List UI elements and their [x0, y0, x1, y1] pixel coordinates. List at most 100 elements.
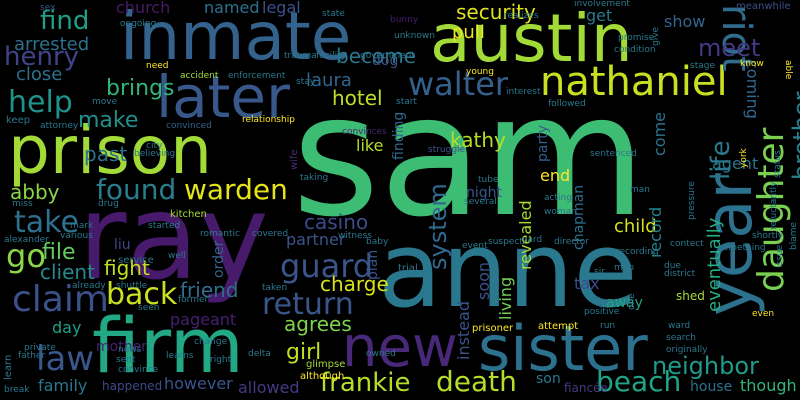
word-stay: trauma — [284, 51, 317, 61]
word-man: eric — [466, 249, 483, 259]
word-interest: convinces — [342, 127, 387, 137]
word-eric: contect — [670, 239, 704, 249]
word-agent: agent — [712, 154, 759, 173]
word-due: sir — [594, 267, 605, 277]
word-contect: issue — [775, 244, 785, 268]
word-witness: covered — [252, 229, 289, 239]
word-show: show — [664, 12, 706, 31]
word-mark: event — [462, 241, 488, 251]
word-allowed: allowed — [238, 378, 300, 397]
word-day: day — [52, 318, 82, 337]
word-believing: need — [146, 61, 169, 71]
word-alexander: drug — [98, 199, 119, 209]
word-convinced: meanwhile — [736, 1, 791, 12]
word-shortly: reluctantly — [769, 181, 779, 230]
word-run: due — [664, 261, 681, 271]
word-taking: believing — [134, 149, 176, 159]
word-law: law — [36, 339, 95, 379]
word-kitchen: glimpse — [306, 359, 346, 370]
word-fight: fight — [104, 256, 150, 280]
word-frankie: frankie — [320, 368, 411, 398]
word-death: death — [436, 365, 517, 398]
word-charge: charge — [320, 272, 389, 296]
word-even: originally — [666, 345, 708, 355]
word-blame: pressure — [687, 181, 697, 220]
word-get: get — [586, 6, 613, 25]
word-bunny: sentenced — [590, 149, 637, 159]
word-family: family — [38, 376, 88, 395]
word-security: security — [456, 0, 536, 24]
word-director: district — [664, 269, 696, 279]
word-close: close — [16, 64, 63, 85]
word-romantic: alexander — [4, 235, 49, 245]
word-happened: happened — [102, 379, 163, 393]
word-mob: shortly — [752, 231, 783, 241]
word-city: ongoing — [120, 19, 157, 29]
word-keep: accident — [180, 71, 219, 81]
word-delta: seen — [138, 303, 160, 313]
word-sir: shuttle — [116, 281, 148, 291]
word-taken: change — [194, 337, 228, 347]
word-eventually: eventually — [704, 217, 725, 312]
word-miss: baby — [366, 237, 389, 247]
word-pageant: pageant — [170, 310, 237, 329]
word-brother: brother — [788, 91, 800, 180]
word-legal: legal — [262, 0, 301, 17]
word-acting: tube — [478, 175, 499, 185]
word-prison: prison — [8, 112, 212, 189]
word-recording: mob — [614, 263, 634, 273]
word-break: learns — [166, 351, 194, 361]
word-inmate: inmate — [120, 0, 352, 75]
word-need: keep — [6, 115, 31, 126]
word-claim: claim — [12, 279, 109, 320]
word-laura: laura — [306, 70, 352, 91]
word-brings: brings — [106, 76, 175, 101]
word-casino: casino — [304, 210, 369, 234]
word-meet: meet — [698, 34, 761, 62]
word-learns: sent — [116, 355, 136, 365]
word-ward: positive — [584, 307, 620, 317]
word-end: end — [540, 166, 571, 185]
word-york: acting — [544, 193, 572, 203]
word-tube: city — [146, 141, 163, 151]
word-search: ward — [668, 321, 691, 331]
word-agrees: agrees — [284, 312, 352, 336]
word-past: past — [84, 142, 128, 166]
word-new: new — [342, 315, 458, 380]
word-son: son — [536, 371, 561, 387]
word-attorney: move — [92, 97, 118, 107]
word-living: living — [496, 276, 515, 320]
word-owned: delta — [248, 349, 271, 359]
word-attempt: shed — [676, 289, 705, 303]
word-warden: warden — [184, 173, 288, 206]
word-named: named — [204, 0, 260, 17]
word-seen: well — [168, 251, 186, 261]
word-child: child — [614, 216, 657, 237]
word-sister: sister — [478, 312, 648, 385]
word-relationship: enforcement — [228, 71, 286, 81]
word-convince: news — [118, 345, 142, 355]
word-abby: abby — [10, 180, 60, 204]
word-order: order — [211, 240, 227, 278]
word-baby: yard — [522, 235, 543, 245]
word-reluctantly: status — [773, 150, 783, 178]
word-kathy: kathy — [450, 128, 506, 152]
word-plan: plan — [365, 249, 381, 280]
word-file: file — [42, 240, 76, 265]
word-father: owned — [366, 349, 396, 359]
word-various: miss — [12, 199, 33, 209]
word-struggle: relationship — [242, 115, 295, 125]
word-shed: mother — [96, 339, 147, 355]
word-started: romantic — [200, 229, 240, 239]
word-go: go — [6, 237, 46, 275]
word-pressure: york — [739, 148, 749, 168]
word-dog: dog — [372, 53, 399, 69]
word-followed: struggle — [428, 145, 466, 155]
word-anne: anne — [378, 209, 638, 331]
word-covered: various — [60, 231, 93, 241]
word-sheriff: man — [630, 185, 650, 195]
word-instead: instead — [454, 301, 473, 360]
word-one: already — [72, 281, 106, 291]
word-prisoner: trial — [398, 263, 418, 274]
